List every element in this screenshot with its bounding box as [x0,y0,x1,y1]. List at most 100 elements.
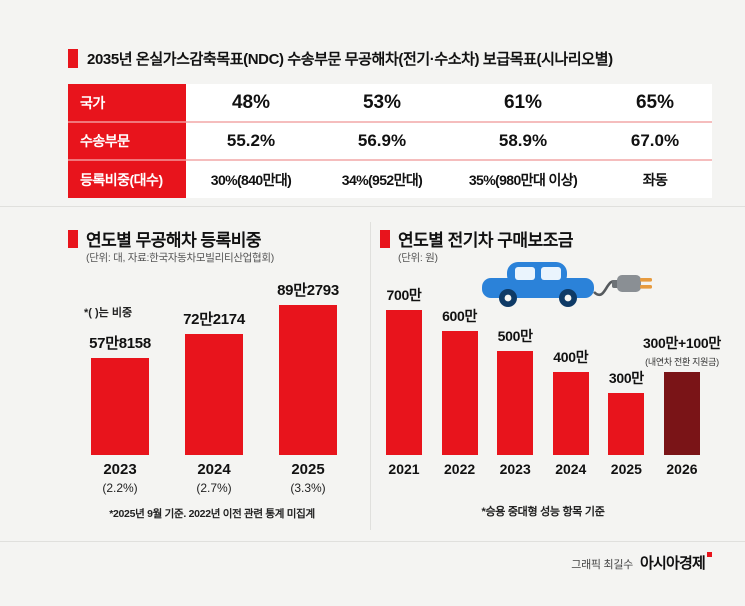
bar-value-label: 400만 [553,349,589,365]
table-cell: 34%(952만대) [316,159,448,198]
axis-column: 2023 (2.2%) [76,461,164,495]
bar [608,393,645,455]
chart-divider [370,222,371,530]
table-cell: 55.2% [186,121,316,160]
right-chart-bullet-icon [380,229,390,248]
axis-sub-label: (2.7%) [196,481,232,495]
bar-column: 72만2174 [170,308,258,455]
table-cell: 58.9% [448,121,598,160]
bar-column: 89만2793 [264,279,352,455]
bar-value-label: 500만 [497,328,533,344]
bar [386,310,422,455]
table-row-registration: 등록비중(대수) 30%(840만대) 34%(952만대) 35%(980만대… [68,159,712,198]
axis-year-label: 2022 [444,461,476,477]
axis-column: 2025 [600,461,652,477]
plug-prong [640,285,652,289]
right-chart-axis: 2021 2022 2023 2024 2025 2026 [378,461,708,477]
table-cell: 53% [362,91,402,113]
axis-year-label: 2025 [291,461,325,478]
ev-car-plug-icon [482,262,652,307]
bar-column: 500만 [489,326,541,455]
left-bar-chart: 57만8158 72만2174 89만2793 [76,282,352,455]
bar-value-label: 300만+100만 [643,335,721,351]
left-chart-title: 연도별 무공해차 등록비중 [86,231,262,250]
table-cell: 56.9% [316,121,448,160]
left-chart-unit-note: (단위: 대, 자료:한국자동차모빌리티산업협회) [86,252,274,264]
row-header: 국가 [68,84,186,122]
left-chart-footnote: *2025년 9월 기준. 2022년 이전 관련 통계 미집계 [109,508,315,520]
ndc-target-table: 국가 48% 53% 61% 65% 수송부문 55.2% 56.9% 58.9… [68,84,712,198]
table-row-country: 국가 48% 53% 61% 65% [68,84,712,122]
axis-column: 2024 [545,461,597,477]
bar [279,305,337,455]
axis-column: 2023 [489,461,541,477]
section-divider [0,206,745,207]
axis-column: 2022 [434,461,486,477]
brand-logo-mark-icon [707,552,712,557]
bar-column: 300만 [600,368,652,455]
brand-logo: 아시아경제 [640,552,712,573]
bar-column: 57만8158 [76,332,164,455]
plug-body [617,275,641,292]
axis-column: 2026 [656,461,708,477]
right-bar-chart: 700만 600만 500만 400만 300만 300만+100만 (내연차 전환 지원금… [378,278,721,455]
credit: 그래픽 최길수 아시아경제 [571,552,712,573]
table-cell: 35%(980만대 이상) [448,159,598,198]
bar-column: 300만+100만 (내연차 전환 지원금) [643,333,721,455]
footer-divider [0,541,745,542]
bar [185,334,243,455]
plug-prong [640,278,652,282]
left-chart-header: 연도별 무공해차 등록비중 [68,226,262,251]
axis-year-label: 2023 [103,461,137,478]
bar [441,331,478,455]
row-header: 등록비중(대수) [68,159,186,198]
right-chart-footnote: *승용 중대형 성능 항목 기준 [481,506,605,518]
table-cell: 30%(840만대) [186,159,316,198]
axis-sub-label: (3.3%) [290,481,326,495]
car-window [541,267,561,280]
bar [497,351,534,455]
axis-year-label: 2023 [499,461,531,477]
bar-column: 400만 [545,347,597,455]
bar-column: 600만 [434,306,486,455]
credit-label: 그래픽 최길수 [571,559,633,571]
axis-sub-label: (2.2%) [102,481,138,495]
main-title-row: 2035년 온실가스감축목표(NDC) 수송부문 무공해차(전기·수소차) 보급… [68,48,613,69]
bar-column: 700만 [378,285,430,455]
axis-year-label: 2024 [555,461,587,477]
axis-year-label: 2024 [197,461,231,478]
right-chart-header: 연도별 전기차 구매보조금 [380,226,574,251]
left-chart-axis: 2023 (2.2%) 2024 (2.7%) 2025 (3.3%) [76,461,352,495]
axis-year-label: 2021 [388,461,420,477]
axis-column: 2024 (2.7%) [170,461,258,495]
axis-column: 2025 (3.3%) [264,461,352,495]
right-chart-title: 연도별 전기차 구매보조금 [398,231,574,250]
axis-year-label: 2026 [666,461,698,477]
bar-value-sublabel: (내연차 전환 지원금) [645,357,719,367]
row-header: 수송부문 [68,121,186,160]
bar-value-label: 57만8158 [89,335,151,352]
bar [663,372,700,455]
table-cell: 67.0% [598,121,712,160]
bar-value-label: 89만2793 [277,282,339,299]
bar [552,372,589,455]
right-chart-unit-note: (단위: 원) [398,252,438,264]
bar-value-label: 600만 [442,308,478,324]
wheel-hub [564,294,572,302]
table-cell: 좌동 [598,159,712,198]
bar-value-label: 72만2174 [183,311,245,328]
left-chart-annotation: *( )는 비중 [84,307,133,319]
table-row-transport: 수송부문 55.2% 56.9% 58.9% 67.0% [68,121,712,160]
bar [91,358,149,455]
left-chart-bullet-icon [68,229,78,248]
wheel-hub [504,294,512,302]
table-cell: 61% [503,91,543,113]
axis-column: 2021 [378,461,430,477]
title-bullet-icon [68,49,78,68]
main-title: 2035년 온실가스감축목표(NDC) 수송부문 무공해차(전기·수소차) 보급… [87,51,613,68]
bar-value-label: 700만 [386,287,422,303]
bar-value-label: 300만 [608,370,644,386]
table-cell: 65% [635,91,675,113]
axis-year-label: 2025 [610,461,642,477]
